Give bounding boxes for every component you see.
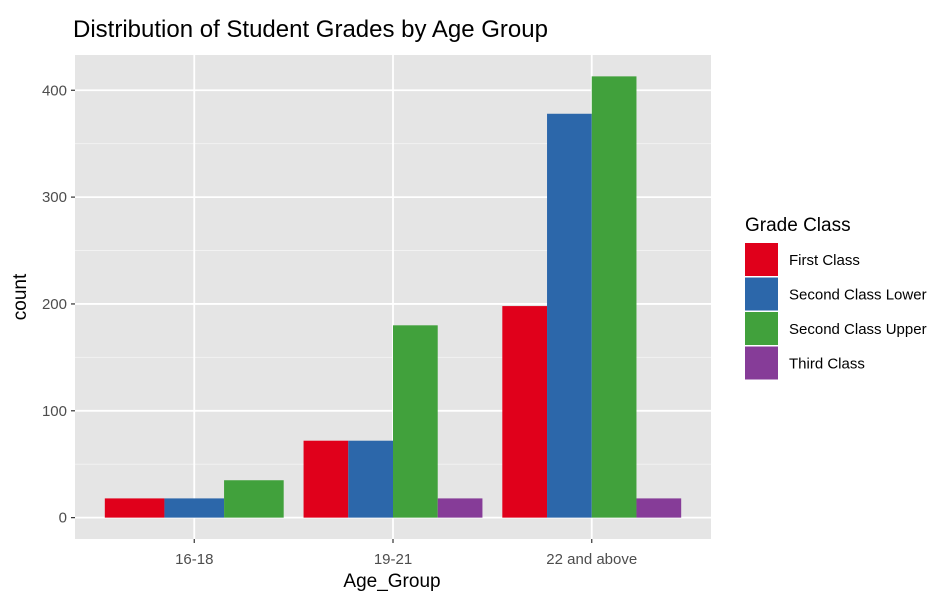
- legend-title: Grade Class: [745, 215, 851, 236]
- bar: [547, 113, 592, 518]
- bar-group: [104, 76, 682, 518]
- legend: Grade Class First Class Second Class Lowe…: [745, 215, 927, 380]
- y-tick-label: 0: [59, 510, 67, 527]
- bar: [437, 498, 483, 518]
- legend-swatch: [745, 346, 778, 380]
- legend-label: Second Class Upper: [789, 321, 927, 338]
- legend-swatch: [745, 277, 778, 311]
- bar: [348, 440, 393, 518]
- bar: [164, 498, 225, 518]
- x-axis-title: Age_Group: [343, 571, 440, 592]
- bar: [104, 498, 165, 518]
- bar: [591, 76, 637, 518]
- y-tick-label: 400: [42, 82, 67, 99]
- y-tick-label: 200: [42, 296, 67, 313]
- bar: [303, 440, 349, 518]
- bar: [393, 325, 438, 518]
- x-axis: 16-18 19-21 22 and above: [175, 539, 637, 568]
- chart-title: Distribution of Student Grades by Age Gr…: [73, 16, 548, 43]
- y-tick-label: 100: [42, 403, 67, 420]
- bar: [224, 480, 284, 518]
- legend-label: Third Class: [789, 356, 865, 373]
- x-tick-label: 22 and above: [546, 551, 637, 568]
- legend-swatch: [745, 312, 778, 345]
- legend-label: Second Class Lower: [789, 287, 927, 304]
- x-tick-label: 16-18: [175, 551, 213, 568]
- y-axis-title: count: [10, 273, 31, 320]
- legend-label: First Class: [789, 252, 860, 269]
- x-tick-label: 19-21: [374, 551, 412, 568]
- y-tick-label: 300: [42, 189, 67, 206]
- bar: [636, 498, 682, 518]
- bar: [502, 306, 548, 518]
- legend-swatch: [745, 243, 778, 276]
- y-axis: 0 100 200 300 400: [42, 82, 75, 527]
